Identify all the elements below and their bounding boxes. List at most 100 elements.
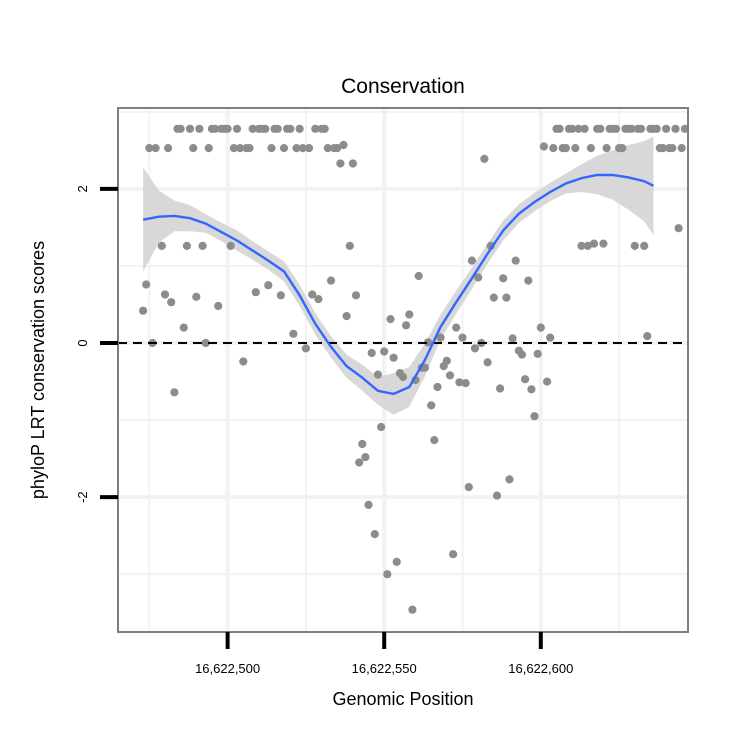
data-point	[179, 323, 188, 332]
data-point	[449, 550, 458, 559]
data-point	[546, 333, 555, 342]
data-point	[533, 349, 542, 358]
data-point	[508, 334, 517, 343]
data-point	[596, 124, 605, 133]
data-point	[192, 292, 201, 301]
data-point	[361, 453, 370, 462]
data-point	[380, 347, 389, 356]
y-axis-title: phyloP LRT conservation scores	[28, 241, 48, 499]
data-point	[323, 144, 332, 153]
data-point	[671, 124, 680, 133]
data-point	[176, 124, 185, 133]
data-point	[345, 241, 354, 250]
smooth-curve	[142, 173, 655, 396]
data-point	[261, 124, 270, 133]
data-point	[517, 350, 527, 359]
data-point	[251, 288, 260, 297]
data-point	[611, 124, 621, 133]
data-point	[336, 159, 345, 168]
data-point	[430, 436, 439, 445]
data-point	[320, 124, 329, 133]
data-point	[273, 124, 282, 133]
data-point	[589, 239, 599, 248]
data-point	[164, 144, 173, 153]
data-point	[377, 422, 386, 432]
data-point	[370, 530, 379, 539]
data-point	[292, 144, 301, 153]
data-point	[680, 124, 690, 133]
data-point	[142, 280, 151, 289]
data-point	[427, 401, 436, 410]
data-point	[351, 291, 361, 300]
data-point	[496, 384, 505, 393]
data-point	[480, 154, 489, 163]
data-point	[658, 144, 668, 153]
y-tick-label: 0	[75, 339, 90, 346]
data-point	[599, 239, 608, 248]
data-point	[301, 344, 310, 353]
data-point	[373, 370, 382, 379]
data-point	[185, 124, 195, 133]
data-point	[492, 491, 502, 500]
data-point	[139, 306, 148, 315]
data-point	[355, 458, 364, 467]
data-point	[239, 357, 248, 366]
data-point	[151, 144, 160, 153]
data-point	[458, 333, 467, 342]
data-point	[348, 159, 357, 168]
data-point	[674, 224, 683, 233]
data-point	[662, 124, 671, 133]
data-points-group	[139, 124, 690, 614]
data-point	[392, 557, 401, 567]
chart-title: Conservation	[341, 75, 465, 98]
data-point	[521, 375, 530, 384]
data-point	[505, 475, 514, 484]
data-point	[226, 241, 235, 250]
data-point	[276, 291, 285, 300]
data-point	[201, 338, 210, 348]
data-point	[524, 276, 533, 285]
data-point	[160, 290, 170, 299]
data-point	[189, 144, 198, 153]
data-point	[583, 241, 592, 250]
data-point	[408, 605, 417, 614]
data-point	[236, 144, 245, 153]
data-point	[267, 144, 276, 153]
data-point	[640, 241, 649, 250]
data-point	[461, 379, 470, 388]
data-point	[414, 271, 423, 281]
data-point	[445, 371, 455, 380]
data-point	[157, 241, 166, 250]
y-axis: -2 0 2	[75, 185, 118, 503]
data-point	[483, 358, 492, 367]
data-point	[245, 144, 254, 153]
data-point	[342, 312, 351, 321]
data-point	[211, 124, 220, 133]
data-point	[398, 372, 408, 381]
x-axis: 16,622,500 16,622,550 16,622,600	[195, 632, 573, 676]
smooth-curve-group	[142, 173, 655, 396]
data-point	[383, 570, 392, 579]
data-point	[568, 124, 577, 133]
data-point	[367, 348, 376, 358]
data-point	[402, 321, 411, 330]
data-point	[452, 323, 461, 332]
data-point	[364, 500, 373, 509]
x-tick-label: 16,622,600	[508, 661, 573, 676]
data-point	[543, 377, 552, 386]
data-point	[643, 332, 652, 341]
data-point	[580, 124, 589, 133]
data-point	[436, 333, 445, 342]
data-point	[424, 338, 433, 347]
data-point	[304, 144, 314, 153]
confidence-band-group	[143, 136, 654, 415]
data-point	[358, 439, 367, 449]
data-point	[586, 144, 596, 153]
data-point	[389, 353, 398, 362]
data-point	[530, 412, 539, 421]
data-point	[652, 124, 661, 133]
data-point	[223, 124, 232, 133]
y-tick-label: -2	[75, 491, 90, 503]
data-point	[248, 124, 257, 133]
